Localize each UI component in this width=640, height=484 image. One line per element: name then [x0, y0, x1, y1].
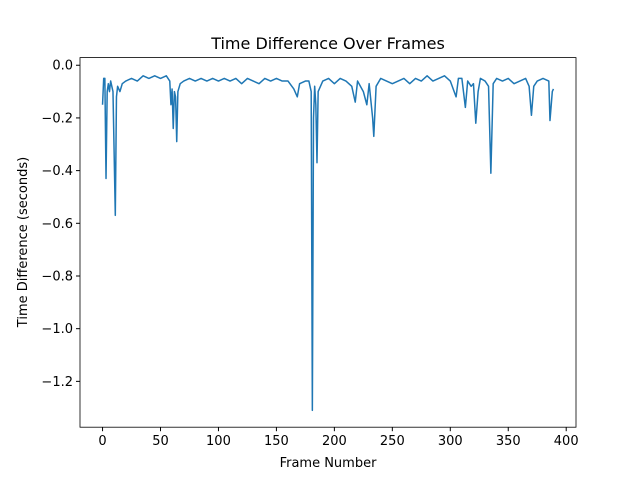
chart-title: Time Difference Over Frames: [210, 34, 445, 53]
x-tick-label: 250: [380, 434, 405, 449]
x-tick-label: 200: [322, 434, 347, 449]
y-tick-label: −0.8: [41, 269, 73, 284]
x-tick-label: 150: [264, 434, 289, 449]
x-tick-label: 50: [152, 434, 169, 449]
x-tick-label: 300: [438, 434, 463, 449]
plot-frame: [79, 57, 577, 428]
x-tick-label: 350: [496, 434, 521, 449]
data-line: [101, 75, 555, 412]
y-tick-label: −1.0: [41, 322, 73, 337]
x-tick-label: 100: [206, 434, 231, 449]
y-tick-label: −1.2: [41, 375, 73, 390]
x-tick-label: 400: [554, 434, 579, 449]
y-tick-label: 0.0: [52, 59, 73, 74]
y-tick-label: −0.2: [41, 111, 73, 126]
x-tick-label: 0: [98, 434, 106, 449]
y-tick-label: −0.6: [41, 217, 73, 232]
y-axis-label: Time Difference (seconds): [16, 157, 31, 328]
x-axis-label: Frame Number: [280, 456, 378, 471]
y-tick-label: −0.4: [41, 164, 73, 179]
